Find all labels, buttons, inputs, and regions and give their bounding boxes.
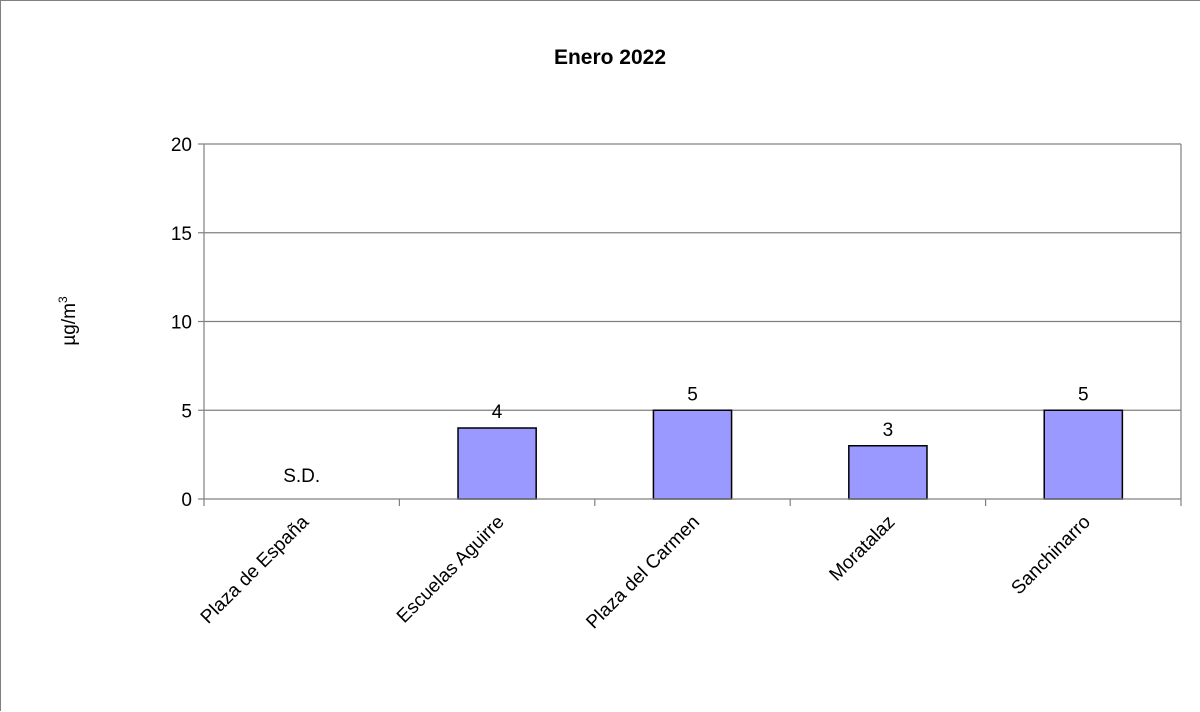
data-label: 3 (883, 420, 894, 441)
data-label: S.D. (283, 466, 320, 487)
y-axis-label-superscript: 3 (56, 296, 70, 303)
y-tick-label: 20 (171, 135, 192, 156)
y-tick-label: 15 (171, 224, 192, 245)
category-label: Moratalaz (826, 512, 900, 586)
axes (198, 143, 1182, 506)
bar (652, 409, 733, 500)
category-label: Plaza del Carmen (582, 512, 704, 634)
category-label: Escuelas Aguirre (393, 512, 509, 628)
y-tick-label: 0 (181, 490, 192, 511)
data-label: 5 (687, 384, 698, 405)
y-tick-label: 5 (181, 401, 192, 422)
data-label: 5 (1078, 384, 1089, 405)
bars (457, 409, 1124, 500)
data-label: 4 (492, 402, 503, 423)
category-labels: Plaza de España Escuelas Aguirre Plaza del… (197, 511, 1095, 633)
y-axis-label-text: µg/m (59, 303, 80, 346)
category-label: Plaza de España (197, 511, 314, 628)
y-tick-label: 10 (171, 313, 192, 334)
data-labels: S.D. 4 5 3 5 (283, 384, 1088, 487)
bar (848, 445, 928, 500)
y-tick-labels: 0 5 10 15 20 (171, 135, 192, 511)
y-axis-label: µg/m3 (56, 296, 80, 346)
category-label: Sanchinarro (1008, 512, 1095, 599)
chart-title: Enero 2022 (554, 46, 666, 69)
bar (457, 427, 537, 500)
bar (1043, 409, 1124, 500)
